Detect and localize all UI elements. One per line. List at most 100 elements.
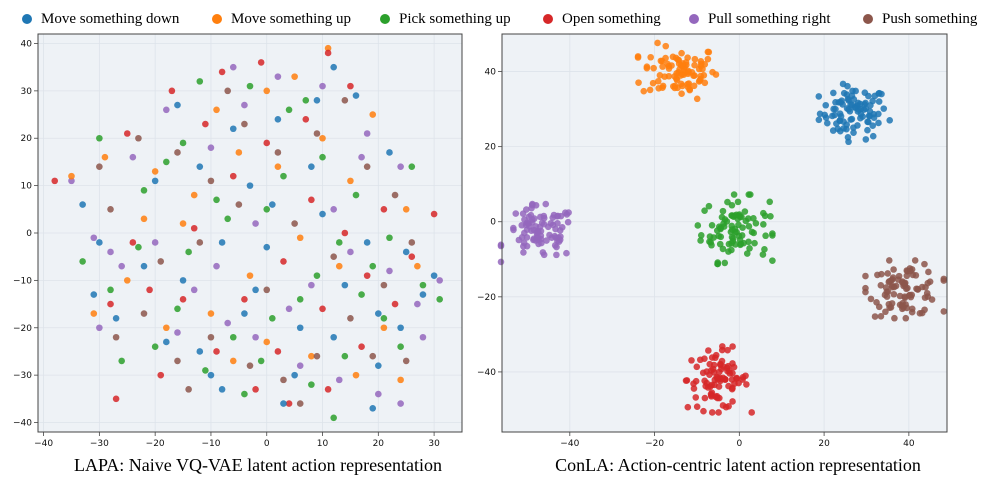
data-point [213, 262, 220, 270]
data-point [769, 230, 776, 237]
data-point [916, 310, 924, 317]
data-point [824, 119, 831, 127]
data-point [564, 218, 572, 226]
data-point [830, 89, 837, 97]
data-point [760, 221, 767, 228]
data-point [375, 390, 382, 398]
data-point [531, 215, 538, 222]
data-point [751, 239, 758, 247]
data-point [553, 251, 560, 259]
data-point [894, 276, 902, 283]
data-point [870, 114, 878, 121]
data-point [815, 116, 823, 124]
data-point [96, 324, 103, 332]
data-point [711, 381, 718, 389]
data-point [678, 80, 685, 88]
x-tick-label: −40 [560, 439, 579, 449]
data-point [693, 95, 701, 103]
legend-item: Move something down [22, 6, 179, 32]
x-tick-label: 20 [373, 439, 385, 449]
data-point [174, 329, 181, 336]
data-point [697, 232, 705, 239]
data-point [96, 134, 103, 142]
data-point [843, 125, 850, 133]
data-point [908, 308, 916, 316]
data-point [129, 239, 137, 246]
data-point [207, 371, 215, 379]
legend-label: Pick something up [399, 10, 511, 27]
data-point [358, 153, 365, 161]
data-point [174, 149, 181, 156]
data-point [179, 277, 187, 284]
data-point [926, 278, 934, 285]
data-point [296, 400, 304, 407]
data-point [369, 262, 377, 270]
data-point [697, 237, 704, 244]
data-point [241, 120, 248, 128]
data-point [862, 99, 869, 107]
data-point [341, 97, 349, 104]
legend-marker-icon [863, 14, 873, 24]
data-point [748, 409, 756, 416]
data-point [140, 187, 148, 194]
data-point [90, 291, 98, 298]
data-point [408, 239, 416, 246]
data-point [940, 275, 948, 283]
data-point [520, 249, 527, 256]
data-point [769, 257, 776, 264]
data-point [715, 232, 722, 240]
y-tick-label: 30 [21, 87, 33, 97]
legend-label: Move something up [231, 10, 351, 27]
data-point [538, 239, 545, 247]
data-point [96, 239, 103, 246]
data-point [241, 310, 248, 317]
data-point [414, 262, 421, 270]
data-point [324, 44, 332, 52]
data-point [358, 343, 365, 351]
data-point [746, 191, 754, 198]
data-point [185, 248, 192, 256]
data-point [832, 98, 839, 106]
data-point [659, 63, 666, 70]
x-tick-label: −20 [146, 439, 165, 449]
data-point [700, 407, 707, 415]
data-point [665, 65, 673, 72]
data-point [363, 130, 371, 137]
data-point [263, 243, 271, 251]
data-point [678, 49, 685, 57]
data-point [836, 110, 844, 117]
data-point [867, 295, 875, 303]
data-point [733, 374, 741, 382]
x-tick-label: −20 [645, 439, 664, 449]
data-point [229, 172, 237, 180]
data-point [532, 237, 540, 244]
y-tick-label: −10 [13, 276, 32, 286]
data-point [882, 308, 889, 316]
legend-label: Push something [882, 10, 978, 27]
data-point [397, 343, 404, 351]
data-point [341, 352, 349, 360]
data-point [196, 239, 204, 246]
data-point [719, 207, 727, 215]
data-point [889, 274, 897, 281]
data-point [224, 87, 231, 95]
y-tick-label: −40 [13, 419, 32, 429]
data-point [854, 122, 861, 129]
data-point [190, 286, 198, 294]
y-tick-label: −20 [477, 293, 496, 303]
data-point [692, 394, 700, 401]
data-point [296, 234, 304, 242]
data-point [762, 232, 769, 240]
data-point [862, 136, 870, 143]
data-point [369, 405, 377, 412]
data-point [890, 266, 897, 273]
data-point [891, 314, 898, 322]
data-point [330, 206, 337, 213]
data-point [728, 385, 736, 393]
data-point [848, 92, 856, 100]
y-tick-label: 0 [26, 229, 32, 239]
data-point [673, 76, 681, 84]
x-tick-label: −10 [201, 439, 220, 449]
x-tick-label: −30 [90, 439, 109, 449]
data-point [140, 215, 148, 223]
